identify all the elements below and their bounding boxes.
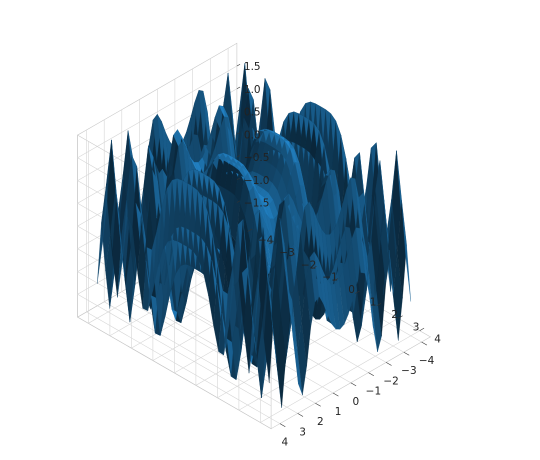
z-tick-label: 1.0	[244, 84, 261, 96]
z-tick-label: −1.5	[244, 198, 270, 210]
x-tick-label: −3	[401, 365, 416, 377]
gridline-x	[86, 130, 281, 424]
z-tick-mark	[236, 154, 241, 158]
x-tick-mark	[403, 351, 410, 356]
x-tick-mark	[350, 382, 357, 387]
y-tick-label: 3	[413, 321, 420, 333]
x-tick-label: −4	[419, 355, 435, 367]
y-tick-mark	[290, 253, 296, 257]
z-tick-label: 0.0	[244, 129, 261, 141]
x-tick-label: 2	[317, 416, 324, 428]
x-tick-mark	[368, 372, 374, 376]
x-tick-mark	[279, 423, 286, 427]
y-tick-mark	[398, 315, 403, 319]
z-tick-mark	[236, 177, 241, 181]
x-tick-mark	[332, 392, 339, 397]
z-tick-mark	[236, 132, 241, 135]
surface-mesh	[97, 62, 411, 408]
x-tick-label: 4	[282, 437, 289, 449]
y-tick-mark	[269, 241, 274, 245]
gridline-x	[121, 109, 316, 404]
x-tick-label: 1	[335, 406, 342, 418]
z-tick-label: 0.5	[244, 107, 261, 119]
y-tick-label: 1	[370, 297, 377, 309]
z-tick-label: 1.5	[244, 61, 261, 73]
z-tick-label: −0.5	[244, 152, 270, 164]
z-tick-mark	[236, 86, 241, 90]
y-tick-mark	[312, 265, 317, 269]
y-tick-mark	[247, 228, 253, 232]
y-tick-label: −2	[301, 259, 316, 271]
y-tick-mark	[355, 290, 360, 294]
x-tick-mark	[386, 362, 392, 366]
x-tick-label: −1	[366, 386, 381, 398]
y-tick-label: −3	[279, 247, 294, 259]
z-tick-mark	[236, 200, 241, 203]
z-tick-mark	[236, 63, 241, 67]
x-tick-label: −2	[383, 375, 398, 387]
y-tick-label: 0	[348, 284, 355, 296]
z-tick-label: −1.0	[244, 175, 270, 187]
x-tick-mark	[315, 402, 321, 407]
x-tick-label: 0	[352, 396, 359, 408]
y-tick-label: −1	[322, 272, 337, 284]
x-tick-mark	[297, 413, 304, 417]
y-tick-label: 2	[391, 309, 398, 321]
y-tick-mark	[333, 278, 339, 282]
x-tick-mark	[421, 341, 428, 346]
axis-ticks: −4−3−2−101234−4−3−2−101234−1.5−1.0−0.50.…	[236, 61, 441, 449]
y-tick-mark	[376, 303, 382, 307]
y-tick-mark	[419, 327, 425, 331]
y-tick-label: 4	[434, 334, 441, 346]
x-tick-label: 3	[299, 426, 306, 438]
y-tick-label: −4	[258, 235, 274, 247]
z-tick-mark	[236, 109, 241, 112]
surface-face	[401, 200, 411, 302]
